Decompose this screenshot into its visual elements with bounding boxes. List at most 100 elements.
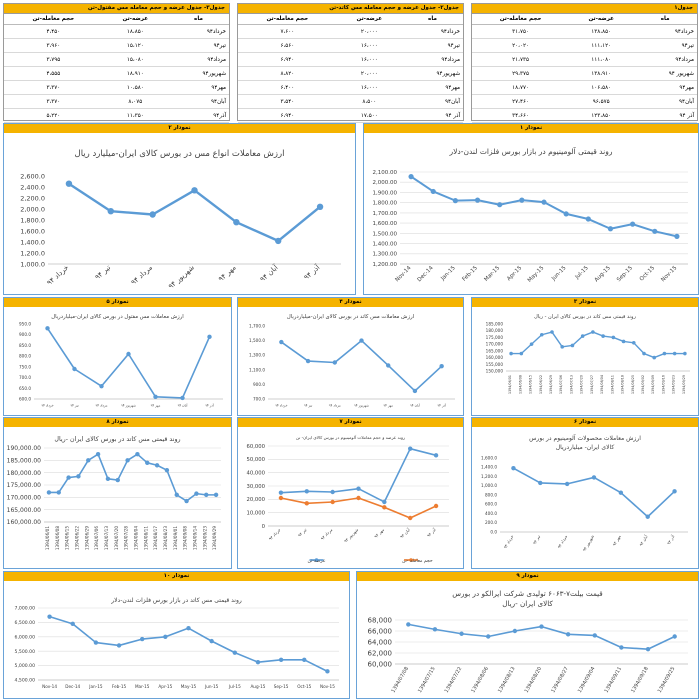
chart-panel-label: نمودار ۵ — [4, 298, 231, 307]
y-tick-label: 1,600.0 — [20, 227, 45, 235]
table-cell: شهریور۹۴ — [401, 66, 463, 81]
x-tick-label: Apr-15 — [158, 684, 172, 689]
x-tick-label: 1394/09/09 — [651, 375, 655, 394]
y-tick-label: 2,400.0 — [20, 183, 45, 191]
chart-title: روند عرضه و حجم معاملات آلومینیوم در بور… — [296, 435, 405, 440]
x-tick-label: Dec-14 — [417, 265, 435, 283]
data-point — [382, 505, 387, 510]
data-point — [194, 491, 199, 496]
table-cell: ۳،۷۹۵ — [4, 52, 103, 67]
table-row: مهر۹۴ ۱۶،۰۰۰ ۶،۴۰۰ — [238, 80, 463, 95]
series-line — [410, 175, 678, 238]
table-cell: ۶،۹۴۰ — [238, 52, 337, 67]
data-point — [278, 490, 284, 495]
data-point — [511, 465, 516, 471]
x-tick-label: خرداد ۹۴ — [41, 403, 53, 407]
y-tick-label: 180,000 — [486, 328, 504, 333]
x-tick-label: 1394/06/01 — [45, 526, 50, 550]
data-point — [619, 645, 624, 650]
x-tick-label: 1394/09/29 — [682, 375, 686, 394]
data-point — [630, 221, 636, 227]
chart-title: ارزش معاملات مس مفتول در بورس کالای ایرا… — [51, 313, 184, 320]
data-point — [433, 503, 439, 509]
y-tick-label: 800.0 — [485, 492, 497, 497]
data-point — [184, 498, 189, 504]
table-row: خرداد۹۴ ۱۳۸،۸۵۰ ۳۱،۷۵۰ — [472, 24, 697, 39]
data-point — [519, 197, 525, 203]
table-cell: مهر۹۴ — [401, 80, 463, 95]
legend-marker — [409, 558, 413, 562]
table-cell: ۳،۵۴۰ — [238, 94, 337, 109]
legend-label: عرضه-تن — [308, 559, 326, 564]
data-point — [302, 657, 307, 663]
y-tick-label: 160,000.00 — [7, 519, 42, 526]
y-tick-label: 600.0 — [19, 396, 31, 401]
table-cell: ۲۹،۳۷۵ — [472, 66, 570, 81]
x-tick-label: مهر ۹۴ — [373, 527, 385, 539]
table-row: شهریور۹۴ ۱۸،۹۱۰ ۴،۵۵۵ — [4, 66, 229, 81]
table-cell: ۴،۵۵۵ — [4, 66, 103, 81]
y-tick-label: 950.0 — [19, 321, 31, 326]
table-cell: مرداد۹۴ — [167, 52, 229, 67]
data-point — [601, 334, 605, 338]
legend-label: حجم معامله -تن — [402, 559, 433, 564]
table-1: جدول۱ ماه عرضه-تن حجم معامله-تن خرداد۹۴ ۱۳۸،۸… — [471, 3, 698, 123]
data-point — [116, 643, 122, 648]
line-chart: روند قیمتی آلومینیوم در بازار بورس فلزات… — [373, 146, 688, 284]
y-tick-label: 185,000.00 — [7, 457, 42, 464]
data-point — [359, 338, 364, 343]
x-tick-label: آذر ۹۴ — [205, 403, 215, 407]
data-point — [611, 335, 616, 340]
x-tick-label: 1394/08/27 — [550, 666, 570, 694]
table-row: آذر ۹۴ ۱۷،۵۰۰ ۶،۹۴۰ — [238, 108, 463, 123]
x-tick-label: تیر ۹۴ — [70, 403, 78, 407]
data-point — [275, 237, 282, 245]
y-tick-label: 20,000 — [246, 497, 265, 503]
y-tick-label: 650.0 — [19, 386, 31, 391]
x-tick-label: Nov-14 — [42, 684, 57, 689]
y-tick-label: 1,900.00 — [373, 190, 398, 196]
table-cell: ۱۳۸،۸۵۰ — [569, 24, 634, 39]
y-tick-label: 1,800.0 — [20, 216, 45, 224]
data-point — [408, 515, 413, 521]
y-tick-label: 1,200.0 — [20, 249, 45, 257]
x-tick-label: آذر ۹۴ — [437, 403, 447, 407]
data-point — [279, 339, 284, 345]
x-tick-label: Nov-14 — [394, 265, 412, 283]
y-tick-label: 6,000.00 — [15, 634, 36, 640]
y-tick-label: 185,000 — [486, 321, 504, 326]
x-tick-label: 1394/08/23 — [163, 526, 168, 550]
x-tick-label: 1394/07/13 — [104, 526, 109, 550]
table-header-cell: حجم معامله-تن — [4, 14, 103, 25]
data-point — [325, 669, 330, 674]
data-point — [565, 632, 571, 637]
table-cell: ۱۶،۰۰۰ — [336, 52, 402, 67]
x-tick-label: 1394/09/02 — [641, 375, 645, 394]
x-tick-label: Nov-15 — [660, 265, 678, 283]
y-tick-label: 66,000 — [368, 627, 393, 635]
x-tick-label: 1394/08/20 — [524, 666, 544, 694]
y-tick-label: 1,700.00 — [373, 211, 398, 217]
y-tick-label: 60,000 — [246, 444, 265, 450]
chart-panel-2: نمودار ۲ ارزش معاملات انواع مس در بورس کا… — [3, 123, 356, 295]
chart-panel-5: نمودار ۵ ارزش معاملات مس مفتول در بورس کا… — [3, 297, 232, 416]
data-point — [497, 202, 503, 208]
y-tick-label: 7,000.00 — [15, 606, 36, 612]
table-cell: خرداد۹۴ — [401, 24, 463, 39]
y-tick-label: 2,000.0 — [20, 205, 45, 213]
chart-panel-label: نمودار ۸ — [4, 418, 231, 427]
chart-panel-10: نمودار ۱۰ روند قیمتی مس کاتد در بازار بور… — [3, 571, 350, 699]
table-header-cell: عرضه-تن — [102, 14, 168, 25]
table-cell: ۱۱۱،۱۲۰ — [569, 38, 634, 53]
chart-title: ارزش معاملات محصولات آلومینیوم در بورس — [529, 433, 641, 442]
data-point — [386, 363, 391, 368]
table-row: شهریور۹۴ ۲۰،۰۰۰ ۸،۸۲۰ — [238, 66, 463, 81]
x-tick-label: 1394/09/23 — [672, 375, 676, 394]
data-point — [439, 363, 444, 369]
x-tick-label: مرداد ۹۴ — [130, 263, 155, 286]
data-point — [412, 388, 418, 394]
data-point — [356, 486, 361, 491]
y-tick-label: 850.0 — [19, 343, 31, 348]
x-tick-label: 1394/08/17 — [153, 526, 158, 550]
x-tick-label: May-15 — [527, 265, 546, 284]
